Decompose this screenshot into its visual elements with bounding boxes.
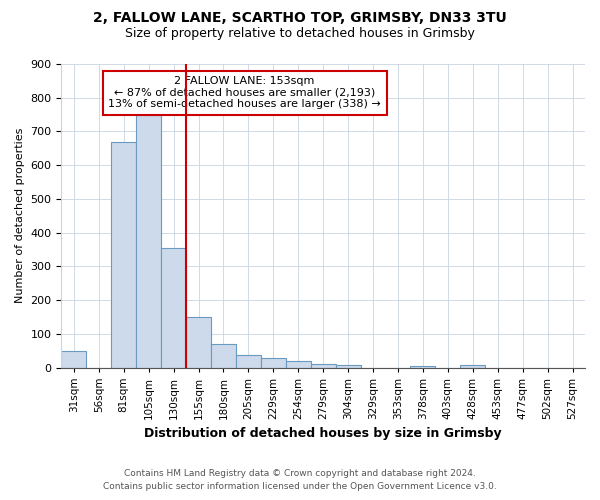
Bar bbox=[311, 364, 335, 368]
Bar bbox=[236, 355, 261, 368]
Bar bbox=[335, 365, 361, 368]
Bar bbox=[261, 358, 286, 368]
Bar bbox=[460, 365, 485, 368]
Bar bbox=[136, 114, 161, 368]
Bar bbox=[211, 344, 236, 368]
Text: 2, FALLOW LANE, SCARTHO TOP, GRIMSBY, DN33 3TU: 2, FALLOW LANE, SCARTHO TOP, GRIMSBY, DN… bbox=[93, 11, 507, 25]
X-axis label: Distribution of detached houses by size in Grimsby: Distribution of detached houses by size … bbox=[145, 427, 502, 440]
Bar bbox=[410, 366, 436, 368]
Text: Size of property relative to detached houses in Grimsby: Size of property relative to detached ho… bbox=[125, 28, 475, 40]
Bar bbox=[61, 350, 86, 368]
Bar bbox=[161, 248, 186, 368]
Text: 2 FALLOW LANE: 153sqm
← 87% of detached houses are smaller (2,193)
13% of semi-d: 2 FALLOW LANE: 153sqm ← 87% of detached … bbox=[108, 76, 381, 110]
Bar bbox=[111, 142, 136, 368]
Y-axis label: Number of detached properties: Number of detached properties bbox=[15, 128, 25, 304]
Bar bbox=[186, 317, 211, 368]
Text: Contains HM Land Registry data © Crown copyright and database right 2024.
Contai: Contains HM Land Registry data © Crown c… bbox=[103, 469, 497, 491]
Bar bbox=[286, 362, 311, 368]
